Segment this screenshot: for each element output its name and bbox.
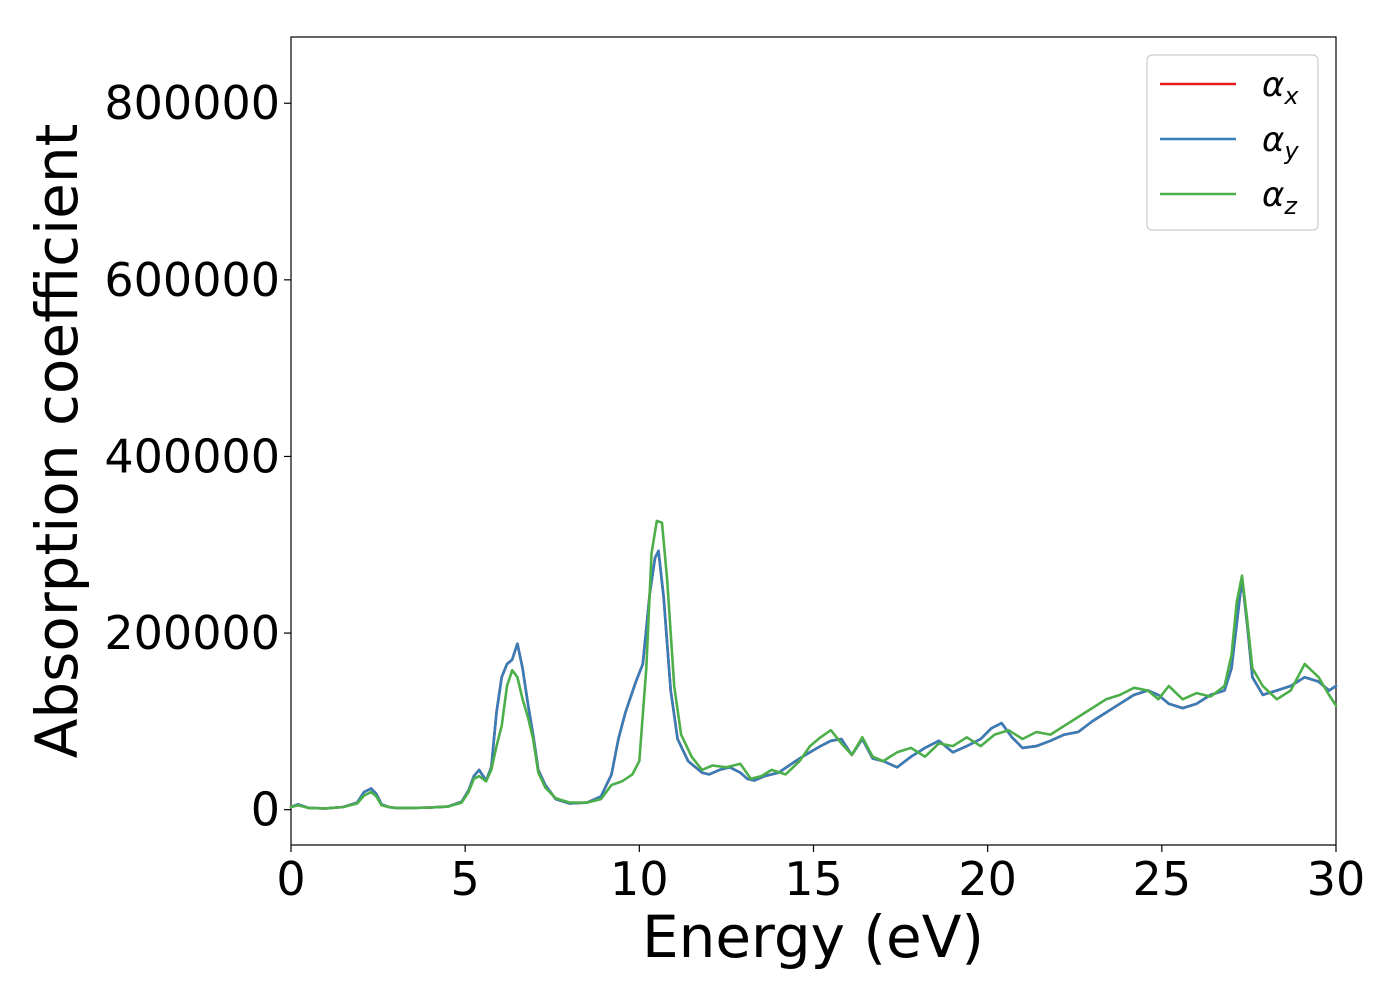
- y-axis: 0 200000 400000 600000 800000: [104, 76, 291, 837]
- x-tick-label: 0: [276, 852, 305, 906]
- legend-label-z: αz: [1262, 175, 1298, 220]
- x-tick-label: 10: [610, 852, 669, 906]
- legend-label-x: αx: [1262, 65, 1299, 110]
- legend-label-y: αy: [1262, 120, 1299, 165]
- x-tick-label: 5: [451, 852, 480, 906]
- y-tick-label: 200000: [104, 606, 280, 660]
- x-tick-label: 25: [1133, 852, 1192, 906]
- series-line-x: [289, 549, 1338, 810]
- x-axis: 0 5 10 15 20 25 30: [276, 845, 1365, 906]
- legend-box: [1146, 54, 1319, 231]
- y-tick-label: 800000: [104, 76, 280, 130]
- y-axis-title: Absorption coefficient: [23, 124, 91, 759]
- y-tick-label: 0: [251, 783, 280, 837]
- y-tick-label: 400000: [104, 429, 280, 483]
- x-axis-title: Energy (eV): [642, 903, 984, 971]
- series-line-z: [289, 519, 1338, 810]
- x-tick-label: 20: [958, 852, 1017, 906]
- x-tick-label: 30: [1307, 852, 1366, 906]
- legend: αx αy αz: [1146, 54, 1319, 231]
- series-line-y: [289, 549, 1338, 810]
- y-tick-label: 600000: [104, 253, 280, 307]
- x-tick-label: 15: [784, 852, 843, 906]
- plot-series-group: [289, 519, 1338, 810]
